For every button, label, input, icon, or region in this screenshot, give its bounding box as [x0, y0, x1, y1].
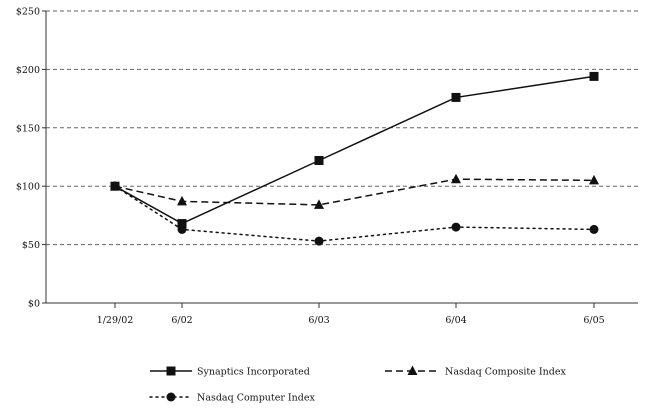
data-point-circle	[314, 236, 324, 246]
data-point-triangle	[407, 365, 418, 375]
y-tick-label: $200	[16, 65, 40, 76]
axes	[45, 11, 638, 304]
legend-item: Synaptics Incorporated	[150, 366, 310, 378]
data-point-triangle	[177, 195, 187, 206]
legend: Synaptics Incorporated Nasdaq Composite I…	[149, 365, 566, 404]
y-axis-ticks: $0 $50 $100 $150 $200 $250	[16, 7, 46, 310]
data-point-circle	[451, 222, 461, 232]
x-tick-label: 6/05	[583, 315, 604, 326]
x-tick-label: 6/02	[171, 315, 192, 326]
series-line	[114, 178, 595, 206]
legend-item: Nasdaq Composite Index	[385, 365, 566, 378]
x-tick-label: 6/04	[445, 315, 466, 326]
data-point-triangle	[589, 174, 599, 185]
data-point-square	[166, 366, 176, 376]
data-point-square	[314, 156, 324, 166]
series-synaptics-incorporated	[110, 71, 599, 229]
grid-lines	[46, 10, 638, 246]
data-point-square	[177, 219, 187, 229]
legend-label: Nasdaq Computer Index	[197, 393, 315, 404]
y-tick-label: $250	[16, 7, 40, 18]
y-tick-label: $0	[28, 299, 40, 310]
series-line	[114, 75, 595, 225]
data-point-triangle	[451, 173, 461, 184]
y-tick-label: $150	[16, 123, 40, 134]
x-tick-label: 6/03	[308, 315, 329, 326]
legend-item: Nasdaq Computer Index	[149, 392, 315, 404]
y-tick-label: $100	[16, 182, 40, 193]
data-point-triangle	[314, 199, 324, 209]
series-lines	[110, 71, 599, 246]
data-point-circle	[589, 224, 599, 234]
data-point-circle	[166, 392, 176, 402]
series-nasdaq-composite-index	[110, 173, 599, 209]
y-tick-label: $50	[22, 240, 40, 251]
legend-label: Nasdaq Composite Index	[445, 367, 566, 378]
series-line	[114, 185, 595, 242]
legend-label: Synaptics Incorporated	[197, 367, 310, 378]
x-tick-label: 1/29/02	[97, 315, 134, 326]
data-point-square	[110, 181, 120, 191]
series-nasdaq-computer-index	[110, 181, 599, 246]
data-point-square	[589, 71, 599, 81]
data-point-square	[451, 92, 461, 102]
x-axis-ticks: 1/29/02 6/02 6/03 6/04 6/05	[97, 303, 605, 326]
